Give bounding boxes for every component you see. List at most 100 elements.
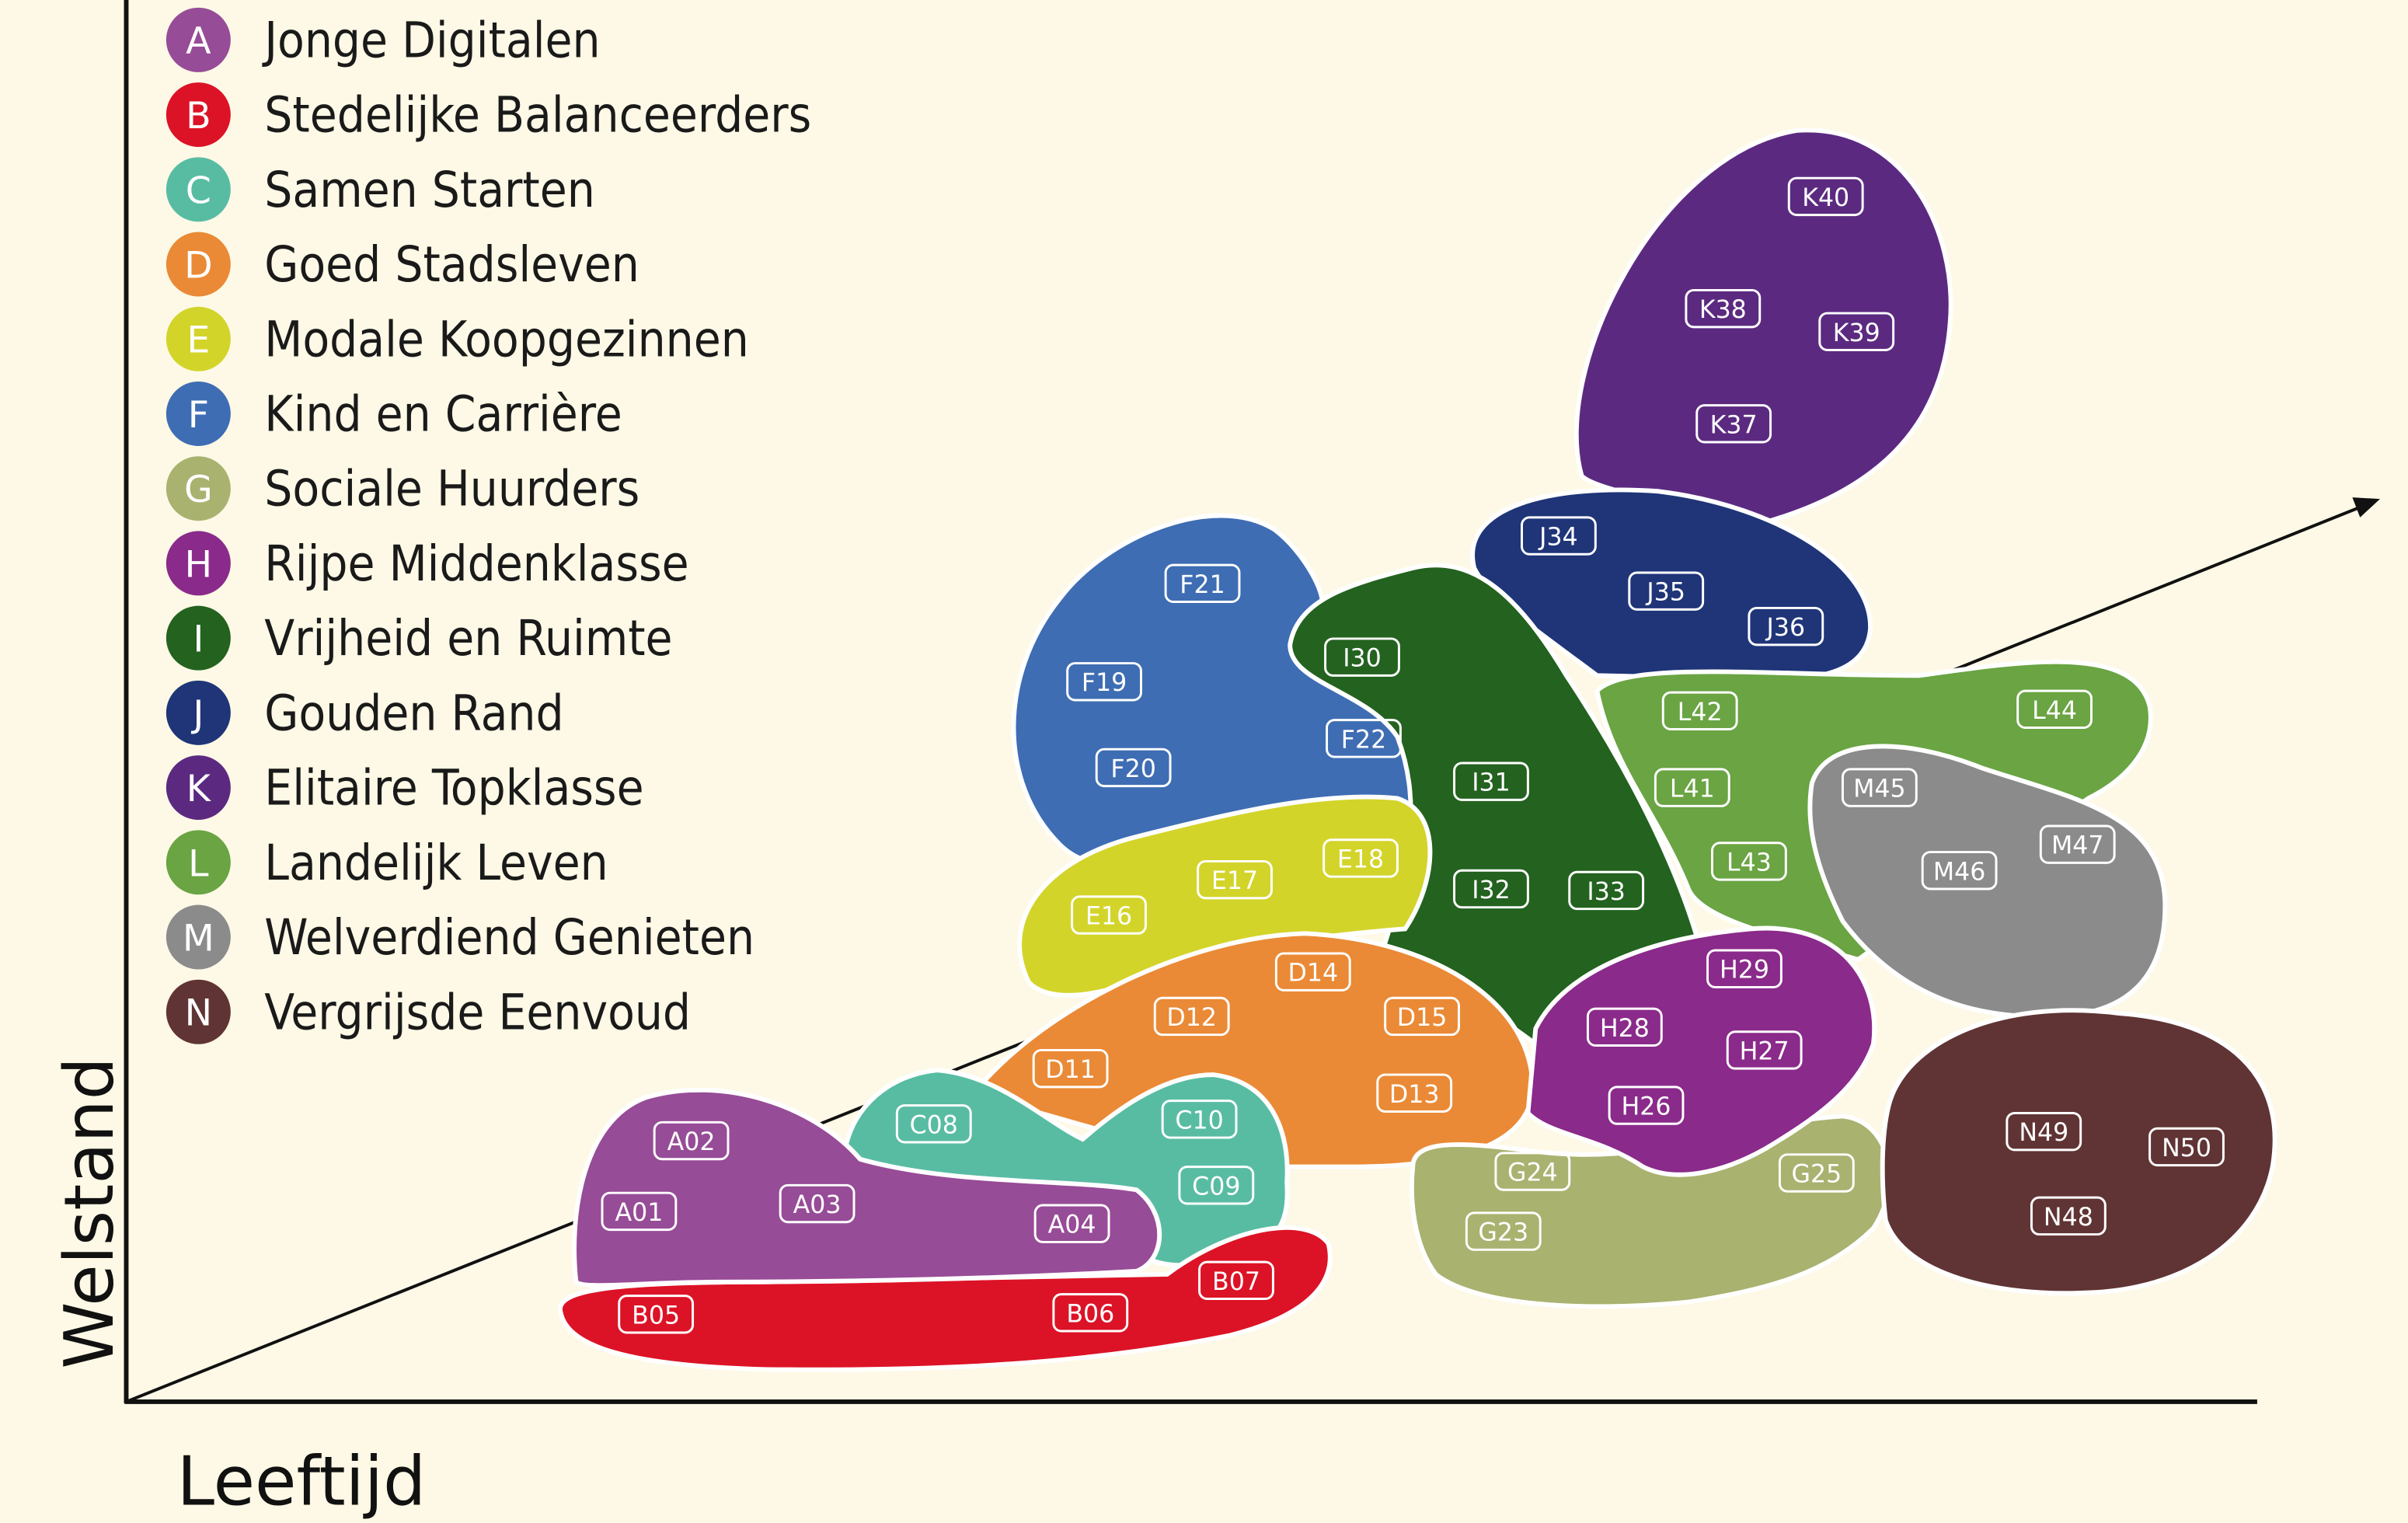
legend-name: Sociale Huurders — [264, 460, 639, 518]
segment-box — [1586, 1007, 1663, 1047]
segment-label: G25 — [1791, 1160, 1842, 1188]
segment-box — [1153, 996, 1230, 1037]
legend: A Jonge Digitalen B Stedelijke Balanceerder… — [166, 7, 811, 1044]
segment-label: K39 — [1833, 319, 1880, 347]
segment-label: A01 — [615, 1199, 663, 1227]
segment-box — [2016, 689, 2093, 730]
legend-letter: B — [186, 95, 211, 138]
segment-label: I32 — [1472, 877, 1511, 904]
segment-label: A03 — [793, 1191, 842, 1219]
segment-label: E17 — [1211, 867, 1258, 895]
segment-labels: K40 K38 K39 K37 J34 J35 J36 F21 F19 F20 F22 I30 I31 I… — [601, 176, 2225, 1334]
segment-label: L42 — [1678, 699, 1723, 727]
segment-box — [1052, 1293, 1129, 1333]
segment-label: J34 — [1538, 524, 1578, 552]
segment-label: B06 — [1066, 1300, 1114, 1328]
segment-label: B07 — [1212, 1268, 1260, 1296]
segment-label: A02 — [667, 1128, 716, 1156]
legend-name: Vergrijsde Eenvoud — [264, 983, 691, 1040]
segment-box — [1818, 312, 1895, 351]
segment-label: N49 — [2019, 1119, 2068, 1147]
segment-label: H27 — [1740, 1037, 1789, 1065]
legend-letter: F — [188, 394, 209, 437]
legend-letter: C — [186, 169, 211, 212]
segment-box — [1841, 768, 1918, 807]
legend-dot — [166, 82, 231, 148]
legend-letter: G — [184, 469, 213, 511]
segment-label: G23 — [1478, 1219, 1528, 1247]
segment-label: M47 — [2051, 832, 2103, 860]
segment-label: G24 — [1507, 1159, 1558, 1187]
legend-name: Elitaire Topklasse — [264, 759, 643, 817]
legend-name: Welverdiend Genieten — [264, 908, 754, 966]
segment-box — [1521, 516, 1597, 556]
segment-label: F21 — [1180, 571, 1225, 599]
segment-label: L41 — [1670, 775, 1715, 803]
legend-dot — [166, 830, 231, 895]
segment-label: N50 — [2162, 1134, 2211, 1162]
segment-box — [779, 1183, 856, 1224]
legend-dot — [166, 979, 231, 1044]
segment-label: K37 — [1710, 411, 1758, 439]
segment-label: C08 — [910, 1111, 958, 1139]
legend-dot — [166, 680, 231, 745]
segment-label: D11 — [1045, 1056, 1096, 1084]
segment-box — [2006, 1111, 2082, 1152]
segment-label: A04 — [1048, 1211, 1096, 1239]
segment-box — [1095, 748, 1172, 788]
segment-label: E18 — [1337, 845, 1384, 873]
segment-box — [1453, 869, 1529, 909]
segment-box — [1726, 1030, 1803, 1070]
legend-name: Landelijk Leven — [264, 834, 608, 891]
legend-dot — [166, 7, 231, 72]
blobs — [557, 127, 2277, 1372]
segment-box — [1465, 1211, 1542, 1251]
legend-dot — [166, 381, 231, 446]
legend-name: Goed Stadsleven — [264, 235, 639, 293]
segment-label: M46 — [1933, 858, 1986, 886]
segment-box — [1608, 1086, 1685, 1125]
segment-box — [1787, 176, 1864, 217]
segment-label: H29 — [1720, 957, 1769, 985]
segment-label: J36 — [1765, 614, 1806, 642]
segment-box — [1695, 404, 1772, 444]
segment-box — [1198, 1260, 1274, 1301]
segment-box — [1033, 1204, 1110, 1243]
legend-letter: A — [186, 20, 211, 63]
legend-dot — [166, 306, 231, 371]
legend-dot — [166, 531, 231, 596]
blob-m — [1807, 744, 2168, 1019]
segment-label: C09 — [1192, 1173, 1240, 1201]
segment-box — [653, 1120, 730, 1161]
segment-box — [1071, 895, 1147, 935]
legend-dot — [166, 755, 231, 821]
segment-box — [1161, 1100, 1238, 1139]
legend-name: Vrijheid en Ruimte — [264, 609, 672, 667]
segment-label: D15 — [1397, 1004, 1448, 1032]
segment-box — [1197, 859, 1273, 900]
segment-box — [1921, 851, 1998, 890]
segment-box — [1778, 1153, 1855, 1193]
legend-letter: K — [186, 768, 212, 810]
segment-label: F20 — [1110, 755, 1155, 783]
segment-label: I30 — [1343, 645, 1382, 673]
segment-label: D12 — [1166, 1004, 1217, 1032]
legend-name: Rijpe Middenklasse — [264, 535, 688, 592]
x-axis-label: Leeftijd — [177, 1442, 426, 1521]
segment-label: H26 — [1622, 1093, 1671, 1121]
segment-box — [1748, 606, 1824, 646]
segment-label: K40 — [1802, 184, 1849, 212]
legend-dot — [166, 157, 231, 222]
legend-letter: L — [188, 842, 209, 885]
segment-label: N48 — [2044, 1204, 2093, 1232]
segment-label: B05 — [632, 1302, 680, 1330]
segment-label: F19 — [1082, 669, 1127, 697]
blob-h — [1525, 925, 1877, 1177]
legend-dot — [166, 232, 231, 297]
legend-name: Jonge Digitalen — [262, 11, 600, 68]
segment-box — [1661, 691, 1738, 730]
legend-dot — [166, 456, 231, 521]
legend-letter: D — [184, 245, 213, 288]
segment-box — [1326, 719, 1402, 758]
